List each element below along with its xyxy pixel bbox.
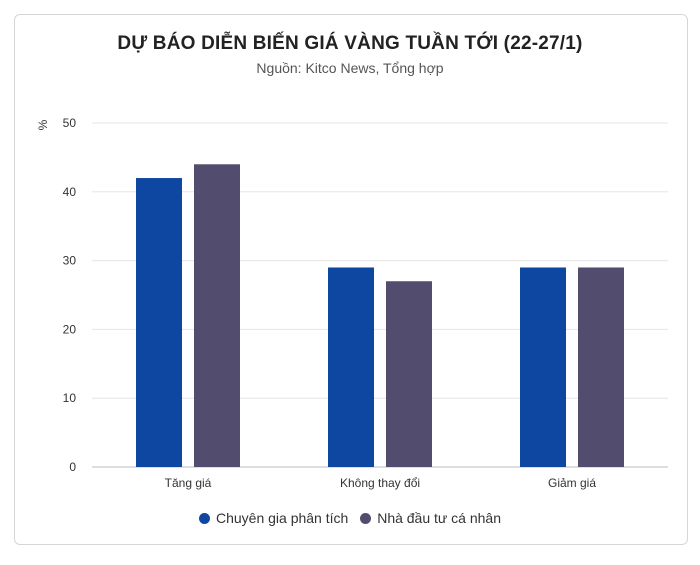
y-tick-label: 10 — [63, 391, 77, 405]
legend-label-1: Nhà đầu tư cá nhân — [377, 510, 501, 526]
legend-swatch-1 — [360, 512, 372, 524]
legend-item[interactable]: Chuyên gia phân tích — [198, 510, 349, 526]
legend: Chuyên gia phân tích Nhà đầu tư cá nhân — [0, 510, 700, 527]
bar — [520, 267, 566, 467]
gridlines — [92, 122, 668, 468]
y-tick-label: 50 — [63, 116, 77, 130]
legend-swatch-0 — [198, 512, 210, 524]
y-axis-ticks: 0 10 20 30 40 50 — [63, 116, 77, 474]
legend-label-0: Chuyên gia phân tích — [215, 510, 349, 526]
bars — [136, 164, 624, 468]
chart-title: DỰ BÁO DIỄN BIẾN GIÁ VÀNG TUẦN TỚI (22-2… — [117, 33, 583, 54]
chart-subtitle: Nguồn: Kitco News, Tổng hợp — [256, 60, 444, 76]
bar — [136, 178, 182, 468]
y-tick-label: 40 — [63, 185, 77, 199]
y-tick-label: 30 — [63, 254, 77, 268]
x-tick-label: Tăng giá — [165, 476, 212, 490]
legend-item[interactable]: Nhà đầu tư cá nhân — [360, 510, 501, 526]
y-tick-label: 20 — [63, 322, 77, 336]
bar — [328, 267, 374, 467]
x-tick-label: Không thay đổi — [340, 476, 420, 490]
bar — [194, 164, 240, 467]
x-axis-ticks: Tăng giá Không thay đổi Giảm giá — [165, 476, 597, 490]
bar — [578, 267, 624, 467]
y-tick-label: 0 — [69, 460, 76, 474]
y-axis-label: % — [36, 119, 50, 130]
bar — [386, 281, 432, 467]
x-tick-label: Giảm giá — [548, 476, 596, 490]
